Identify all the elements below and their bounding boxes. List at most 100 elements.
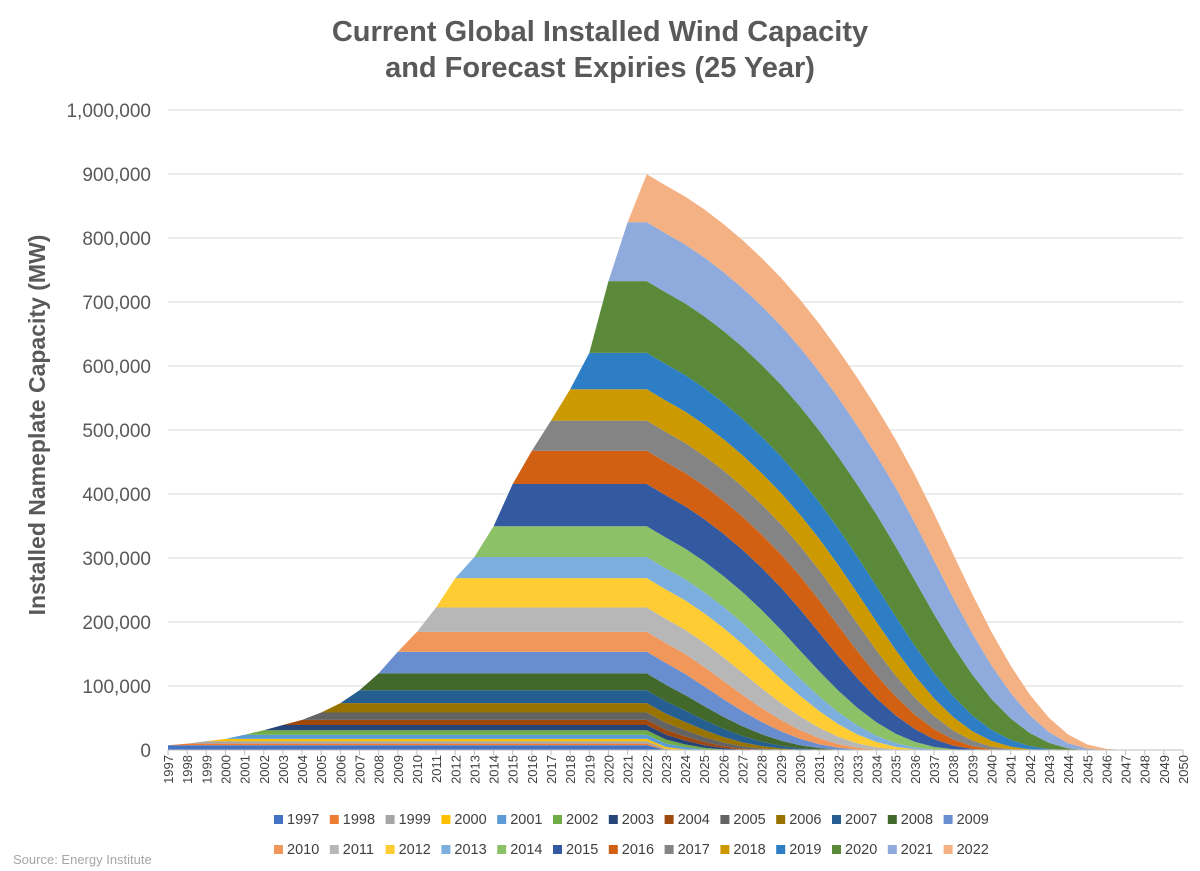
y-tick-label: 300,000 <box>82 549 151 570</box>
legend-label-2017: 2017 <box>678 842 710 858</box>
legend-swatch-1998 <box>329 815 339 824</box>
x-tick-label: 2008 <box>372 755 387 784</box>
legend-swatch-2006 <box>776 815 786 824</box>
legend-label-2021: 2021 <box>901 842 933 858</box>
chart-title-line-1: Current Global Installed Wind Capacity <box>331 16 869 48</box>
legend-label-2016: 2016 <box>622 842 654 858</box>
x-tick-label: 2026 <box>716 755 731 784</box>
legend: 1997 1998 1999 2000 2001 2002 2003 2004 2005 2006… <box>274 812 989 858</box>
legend-label-2008: 2008 <box>901 812 933 828</box>
legend-swatch-2011 <box>329 845 339 854</box>
area-series-1998 <box>168 743 1183 750</box>
x-tick-label: 2012 <box>448 755 463 784</box>
legend-swatch-2004 <box>664 815 674 824</box>
legend-label-2013: 2013 <box>454 842 486 858</box>
y-tick-label: 0 <box>140 741 151 762</box>
x-tick-label: 2010 <box>410 755 425 784</box>
x-tick-label: 2050 <box>1176 755 1191 784</box>
x-tick-label: 2017 <box>544 755 559 784</box>
legend-swatch-2012 <box>385 845 395 854</box>
legend-label-2022: 2022 <box>957 842 989 858</box>
x-tick-label: 2027 <box>736 755 751 784</box>
legend-swatch-2019 <box>776 845 786 854</box>
legend-swatch-2017 <box>664 845 674 854</box>
x-tick-label: 1997 <box>161 755 176 784</box>
legend-swatch-2020 <box>832 845 841 854</box>
legend-label-2011: 2011 <box>343 842 374 858</box>
area-series-2011 <box>168 607 1183 750</box>
legend-label-2010: 2010 <box>287 842 319 858</box>
legend-label-2009: 2009 <box>957 812 989 828</box>
legend-swatch-2002 <box>553 815 562 824</box>
area-series-2012 <box>168 578 1183 750</box>
area-series-2005 <box>168 712 1183 750</box>
x-tick-label: 2043 <box>1042 755 1057 784</box>
legend-swatch-2007 <box>832 815 841 824</box>
area-series-2001 <box>168 734 1183 750</box>
area-series-2014 <box>168 526 1183 750</box>
x-tick-label: 2046 <box>1099 755 1114 784</box>
x-tick-label: 2022 <box>640 755 655 784</box>
x-tick-label: 2045 <box>1080 755 1095 784</box>
legend-swatch-2009 <box>943 815 953 824</box>
x-tick-label: 2034 <box>870 755 885 784</box>
x-tick-label: 2025 <box>697 755 712 784</box>
y-tick-label: 800,000 <box>82 229 151 250</box>
legend-label-2005: 2005 <box>733 812 765 828</box>
legend-label-2014: 2014 <box>510 842 542 858</box>
x-tick-label: 2011 <box>429 755 444 783</box>
x-tick-label: 2023 <box>659 755 674 784</box>
area-series-1997 <box>168 745 1183 750</box>
y-axis-title: Installed Nameplate Capacity (MW) <box>24 235 50 616</box>
legend-swatch-2003 <box>608 815 618 824</box>
x-tick-label: 2004 <box>295 755 310 784</box>
x-tick-label: 2015 <box>506 755 521 784</box>
source-note: Source: Energy Institute <box>13 852 152 867</box>
legend-swatch-2005 <box>720 815 730 824</box>
x-tick-label: 2000 <box>218 755 233 784</box>
area-series-2015 <box>168 484 1183 750</box>
x-tick-label: 2003 <box>276 755 291 784</box>
x-tick-label: 2014 <box>487 755 502 784</box>
legend-swatch-2000 <box>441 815 451 824</box>
area-series-2004 <box>168 719 1183 750</box>
x-tick-label: 2002 <box>257 755 272 784</box>
legend-label-2019: 2019 <box>789 842 821 858</box>
x-tick-label: 2039 <box>965 755 980 784</box>
x-tick-label: 2048 <box>1138 755 1153 784</box>
x-tick-label: 2001 <box>238 755 253 784</box>
y-tick-label: 100,000 <box>82 677 151 698</box>
x-tick-label: 2007 <box>353 755 368 784</box>
legend-label-2002: 2002 <box>566 812 598 828</box>
legend-label-1997: 1997 <box>287 812 319 828</box>
legend-label-2003: 2003 <box>622 812 654 828</box>
area-series-2010 <box>168 631 1183 750</box>
axes: 0 100,000 200,000 300,000 400,000 500,000 600,… <box>66 101 1191 784</box>
x-tick-label: 2041 <box>1004 755 1019 784</box>
chart-title-line-2: and Forecast Expiries (25 Year) <box>385 52 815 84</box>
legend-swatch-2014 <box>497 845 507 854</box>
area-series-2009 <box>168 651 1183 750</box>
legend-label-2001: 2001 <box>510 812 542 828</box>
x-tick-label: 2033 <box>850 755 865 784</box>
legend-swatch-2016 <box>608 845 618 854</box>
legend-label-2012: 2012 <box>399 842 431 858</box>
legend-swatch-2008 <box>887 815 897 824</box>
area-series-2020 <box>168 281 1183 750</box>
x-tick-label: 2024 <box>678 755 693 784</box>
x-tick-label: 2038 <box>946 755 961 784</box>
legend-label-2018: 2018 <box>733 842 765 858</box>
y-tick-label: 700,000 <box>82 293 151 314</box>
x-tick-label: 2049 <box>1157 755 1172 784</box>
x-tick-label: 2044 <box>1061 755 1076 784</box>
legend-label-2006: 2006 <box>789 812 821 828</box>
y-tick-label: 500,000 <box>82 421 151 442</box>
x-tick-label: 2042 <box>1023 755 1038 784</box>
legend-swatch-2001 <box>497 815 507 824</box>
x-tick-label: 2005 <box>314 755 329 784</box>
legend-swatch-1997 <box>274 815 283 824</box>
x-tick-label: 1999 <box>199 755 214 784</box>
legend-label-2007: 2007 <box>845 812 877 828</box>
legend-label-2004: 2004 <box>678 812 710 828</box>
